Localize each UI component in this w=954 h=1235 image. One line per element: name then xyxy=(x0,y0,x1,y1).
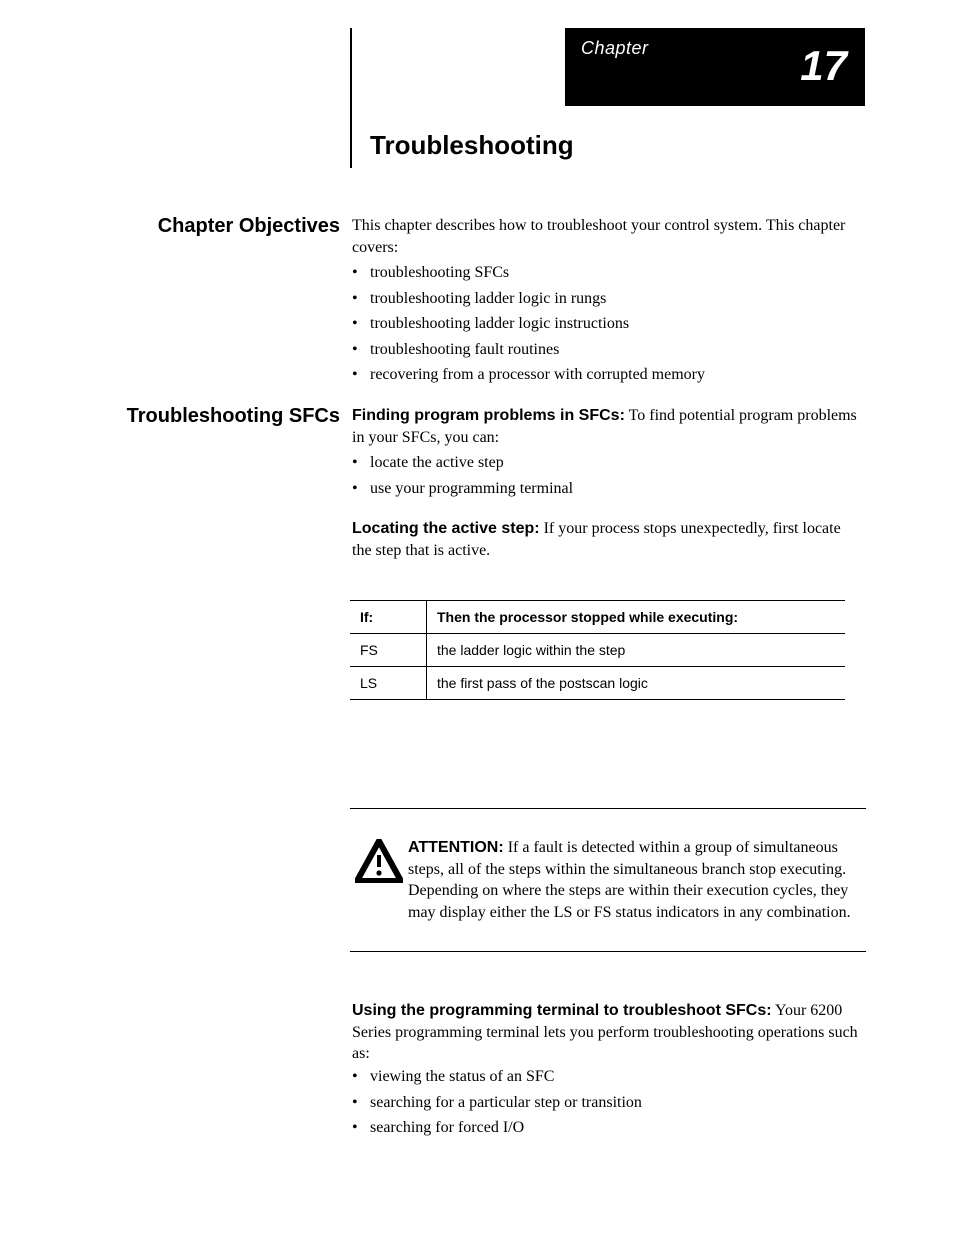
bullet-icon: • xyxy=(352,364,370,386)
bullet-icon: • xyxy=(352,452,370,474)
objectives-bullets: •troubleshooting SFCs •troubleshooting l… xyxy=(352,262,862,390)
bullet-icon: • xyxy=(352,262,370,284)
table-cell: FS xyxy=(350,634,427,667)
bullet-icon: • xyxy=(352,1117,370,1139)
sfcs-intro: Finding program problems in SFCs: To fin… xyxy=(352,405,862,448)
objectives-body: This chapter describes how to troublesho… xyxy=(352,215,862,258)
bullet-text: viewing the status of an SFC xyxy=(370,1066,862,1088)
bullet-icon: • xyxy=(352,313,370,335)
bullet-text: recovering from a processor with corrupt… xyxy=(370,364,862,386)
bullet-text: use your programming terminal xyxy=(370,478,862,500)
sfcs-locating-bold: Locating the active step: xyxy=(352,520,540,537)
bullet-text: troubleshooting ladder logic instruction… xyxy=(370,313,862,335)
table-cell: LS xyxy=(350,667,427,700)
table-header-then: Then the processor stopped while executi… xyxy=(427,601,846,634)
chapter-number: 17 xyxy=(800,42,847,90)
page-title: Troubleshooting xyxy=(370,130,574,161)
chapter-box: Chapter 17 xyxy=(565,28,865,106)
bullet-icon: • xyxy=(352,1066,370,1088)
bullet-text: searching for forced I/O xyxy=(370,1117,862,1139)
sfcs-tail-bold: Using the programming terminal to troubl… xyxy=(352,1002,772,1019)
table-header-row: If: Then the processor stopped while exe… xyxy=(350,601,845,634)
table-cell: the ladder logic within the step xyxy=(427,634,846,667)
bullet-icon: • xyxy=(352,478,370,500)
attention-callout: ATTENTION: If a fault is detected within… xyxy=(350,808,866,952)
bullet-icon: • xyxy=(352,288,370,310)
table-cell: the first pass of the postscan logic xyxy=(427,667,846,700)
table-row: FS the ladder logic within the step xyxy=(350,634,845,667)
page: Chapter 17 Troubleshooting Chapter Objec… xyxy=(0,0,954,1235)
bullet-icon: • xyxy=(352,339,370,361)
sfcs-bullets: •locate the active step •use your progra… xyxy=(352,452,862,503)
bullet-icon: • xyxy=(352,1092,370,1114)
bullet-text: troubleshooting ladder logic in rungs xyxy=(370,288,862,310)
sfcs-tail: Using the programming terminal to troubl… xyxy=(352,1000,862,1065)
bullet-text: troubleshooting fault routines xyxy=(370,339,862,361)
attention-label: ATTENTION: xyxy=(408,839,504,856)
attention-icon xyxy=(350,837,408,883)
bullet-text: locate the active step xyxy=(370,452,862,474)
table-row: LS the first pass of the postscan logic xyxy=(350,667,845,700)
bullet-text: searching for a particular step or trans… xyxy=(370,1092,862,1114)
vertical-divider xyxy=(350,28,352,168)
status-table: If: Then the processor stopped while exe… xyxy=(350,600,845,700)
section-label-objectives: Chapter Objectives xyxy=(110,215,340,238)
bullet-text: troubleshooting SFCs xyxy=(370,262,862,284)
attention-text: ATTENTION: If a fault is detected within… xyxy=(408,837,866,923)
sfcs-tail-bullets: •viewing the status of an SFC •searching… xyxy=(352,1066,862,1143)
sfcs-locating: Locating the active step: If your proces… xyxy=(352,518,862,561)
table-header-if: If: xyxy=(350,601,427,634)
section-label-sfcs: Troubleshooting SFCs xyxy=(110,405,340,428)
sfcs-intro-bold: Finding program problems in SFCs: xyxy=(352,407,625,424)
